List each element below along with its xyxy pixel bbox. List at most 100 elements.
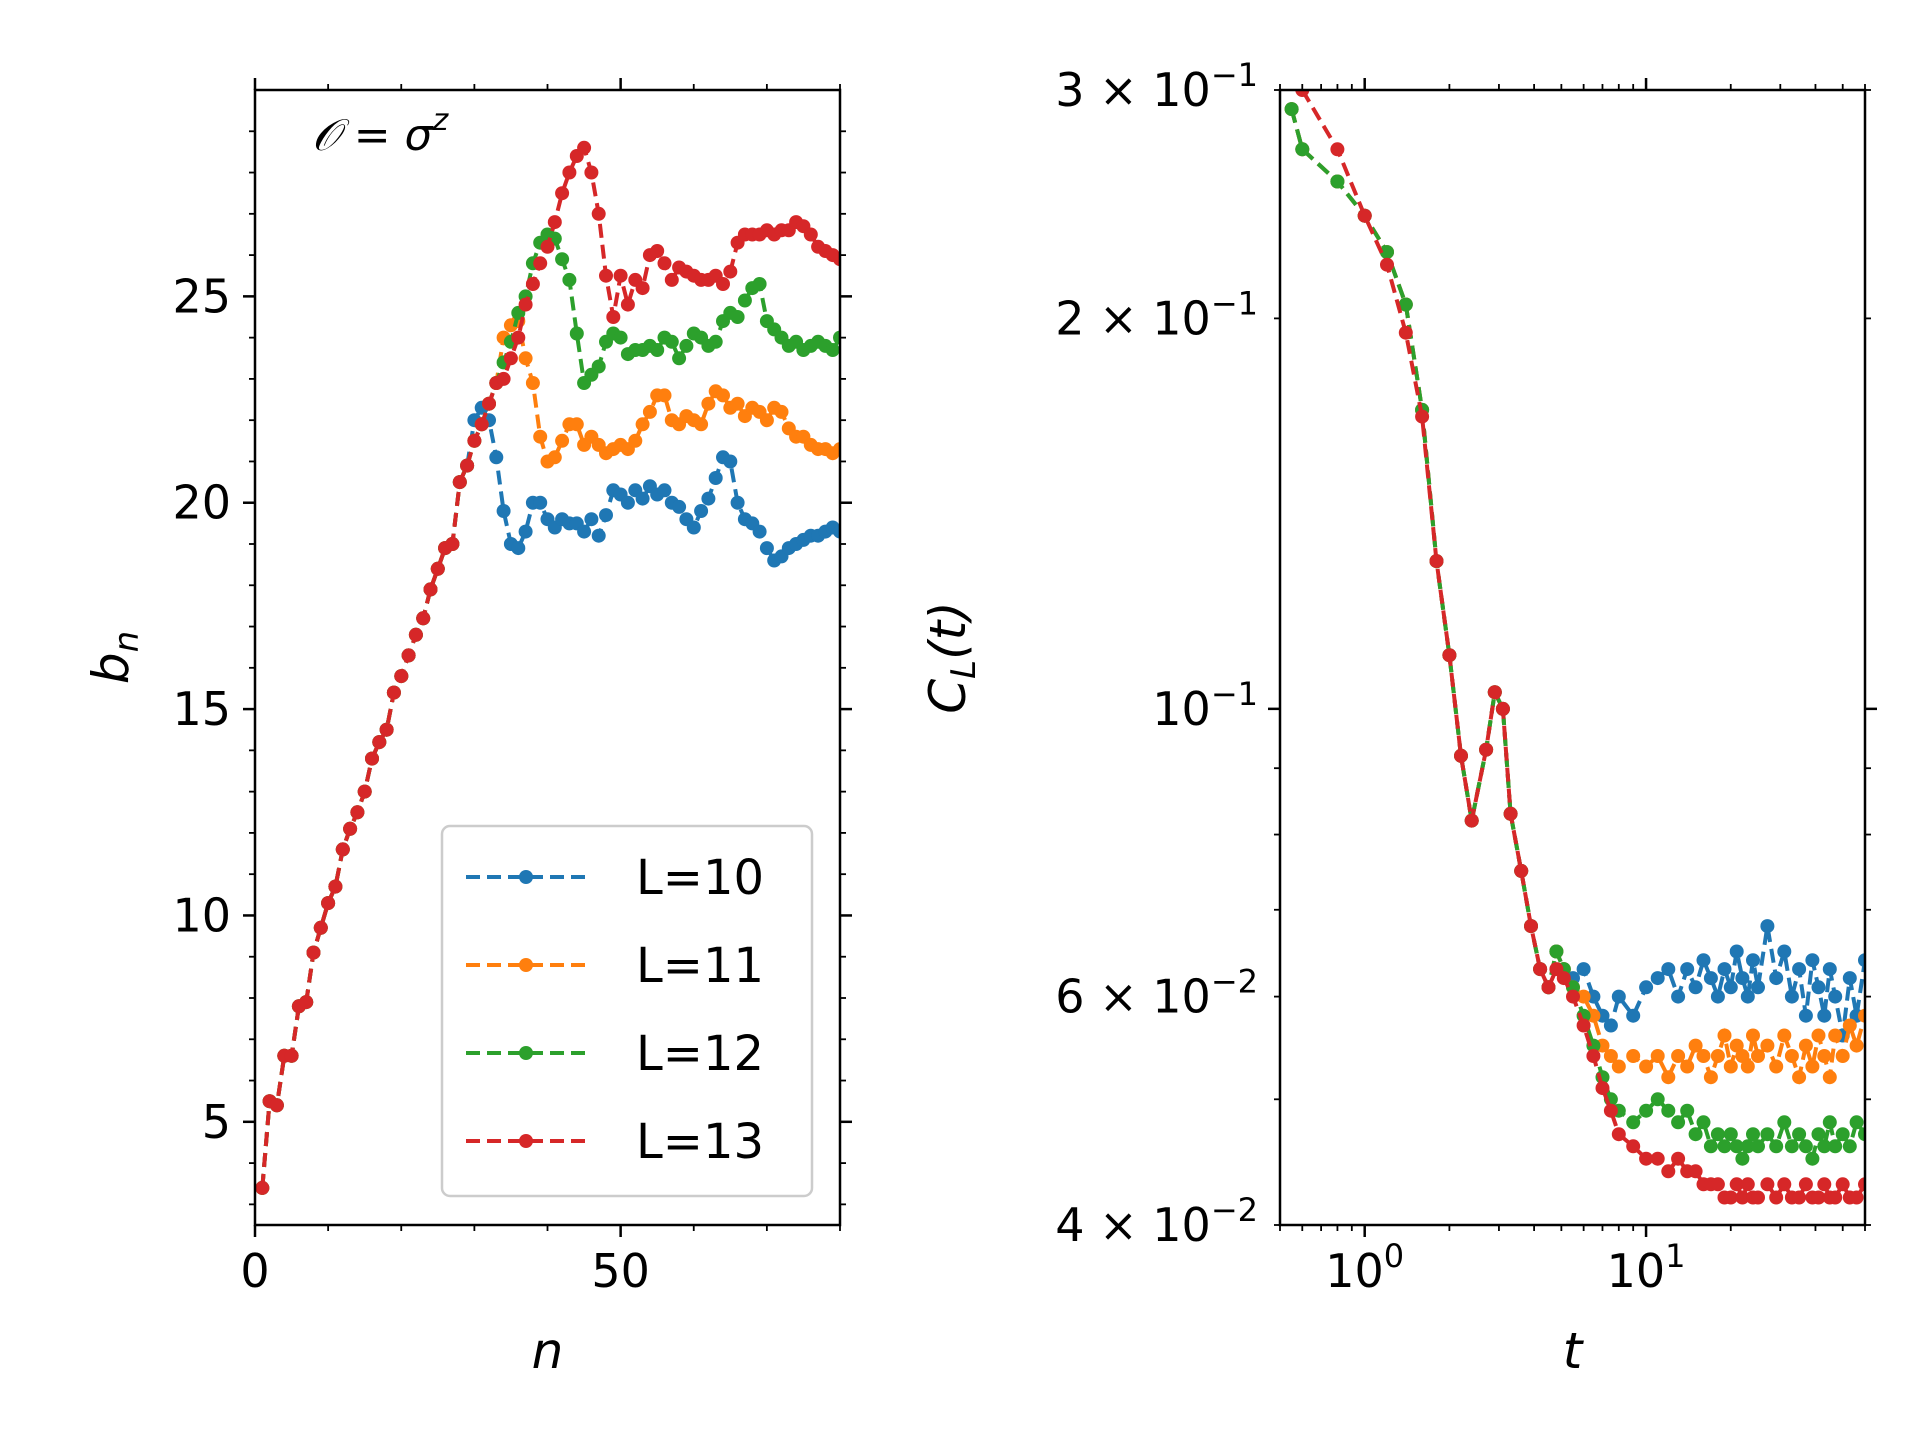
y-tick-label: 3 × 10−1 — [1055, 56, 1258, 117]
data-point — [657, 483, 672, 498]
data-point — [833, 330, 840, 345]
data-point — [1611, 1059, 1626, 1074]
data-point — [672, 499, 687, 514]
data-point — [372, 735, 387, 750]
data-point — [1811, 1127, 1826, 1142]
legend-label: L=13 — [636, 1114, 764, 1170]
data-point — [533, 429, 548, 444]
data-point — [1858, 1008, 1865, 1023]
right-panel-cl-vs-t: 100 101 3 × 10−1 2 × 10−1 10−1 6 × 10−2 4 × 10… — [919, 56, 1877, 1380]
data-point — [1639, 980, 1654, 995]
data-point — [1541, 980, 1556, 995]
data-point — [1760, 1177, 1775, 1192]
data-point — [467, 433, 482, 448]
series-l13 — [1295, 90, 1865, 1205]
data-point — [555, 433, 570, 448]
data-point — [1729, 1139, 1744, 1154]
data-point — [1835, 1177, 1850, 1192]
data-point — [1696, 953, 1711, 968]
data-point — [730, 495, 745, 510]
data-point — [1703, 1070, 1718, 1085]
data-point — [730, 396, 745, 411]
data-point — [1603, 1103, 1618, 1118]
data-point — [1858, 1177, 1865, 1192]
data-point — [1549, 944, 1564, 959]
data-point — [1735, 1049, 1750, 1063]
data-point — [1626, 1008, 1641, 1023]
y-tick-label: 10−1 — [1152, 675, 1258, 736]
data-point — [1835, 1049, 1850, 1063]
data-point — [533, 495, 548, 510]
data-point — [1330, 142, 1345, 157]
legend-label: L=10 — [636, 850, 764, 906]
data-point — [408, 627, 423, 642]
data-point — [1858, 953, 1865, 968]
data-point — [599, 268, 613, 283]
y-tick-label: 25 — [172, 269, 231, 323]
data-point — [1751, 980, 1765, 995]
data-point — [1784, 1049, 1799, 1063]
data-point — [1671, 1151, 1686, 1166]
data-point — [1798, 1139, 1813, 1154]
data-point — [584, 512, 599, 527]
data-point — [306, 945, 321, 960]
data-point — [613, 330, 628, 345]
data-point — [1479, 742, 1494, 757]
data-point — [269, 1098, 284, 1113]
data-point — [555, 252, 570, 267]
data-point — [620, 495, 635, 510]
data-point — [1595, 1081, 1610, 1096]
data-point — [299, 995, 314, 1010]
data-point — [642, 404, 657, 419]
data-point — [1650, 1049, 1665, 1063]
data-point — [350, 805, 365, 820]
legend: L=10 L=11 L=12 L=13 — [440, 824, 814, 1198]
data-point — [1792, 1190, 1807, 1205]
data-point — [1842, 1139, 1857, 1154]
legend-swatch-marker — [519, 870, 533, 884]
data-point — [416, 611, 431, 626]
data-point — [1464, 813, 1479, 828]
data-point — [1811, 980, 1826, 995]
data-point — [1576, 962, 1591, 977]
data-point — [1586, 989, 1601, 1004]
data-point — [1769, 1059, 1784, 1074]
data-point — [635, 417, 650, 432]
data-point — [825, 343, 840, 357]
data-point — [1849, 1038, 1864, 1053]
data-point — [1415, 409, 1430, 424]
y-tick-label: 20 — [172, 476, 231, 530]
x-tick-label: 50 — [591, 1244, 650, 1298]
data-point — [1710, 1049, 1725, 1063]
data-point — [1798, 1038, 1813, 1053]
data-point — [1495, 701, 1510, 716]
x-tick-label: 0 — [240, 1244, 269, 1298]
data-point — [1723, 980, 1738, 995]
data-point — [657, 388, 672, 403]
data-point — [716, 277, 730, 291]
data-point — [430, 561, 445, 576]
data-point — [1769, 1139, 1784, 1154]
legend-swatch-marker — [519, 1046, 533, 1060]
data-point — [1717, 1028, 1732, 1043]
data-point — [708, 334, 723, 349]
data-point — [1735, 1151, 1750, 1166]
data-point — [1671, 989, 1686, 1004]
data-point — [482, 396, 496, 411]
series-l13 — [255, 140, 840, 1195]
data-point — [379, 722, 394, 737]
data-point — [1514, 863, 1529, 878]
data-point — [460, 458, 475, 473]
data-point — [1792, 1070, 1807, 1085]
data-point — [1835, 1127, 1850, 1142]
data-point — [650, 343, 665, 357]
data-point — [445, 537, 460, 551]
data-point — [1398, 325, 1413, 340]
y-tick-label: 15 — [172, 682, 231, 736]
y-axis-label: CL(t) — [919, 601, 984, 714]
left-panel-bn-vs-n: 0 50 5 10 15 20 25 n bn 𝒪 = σz L=10 L=11 L=12 L=13 — [82, 78, 852, 1380]
data-point — [606, 310, 621, 324]
data-point — [1454, 748, 1468, 763]
data-point — [284, 1048, 299, 1063]
